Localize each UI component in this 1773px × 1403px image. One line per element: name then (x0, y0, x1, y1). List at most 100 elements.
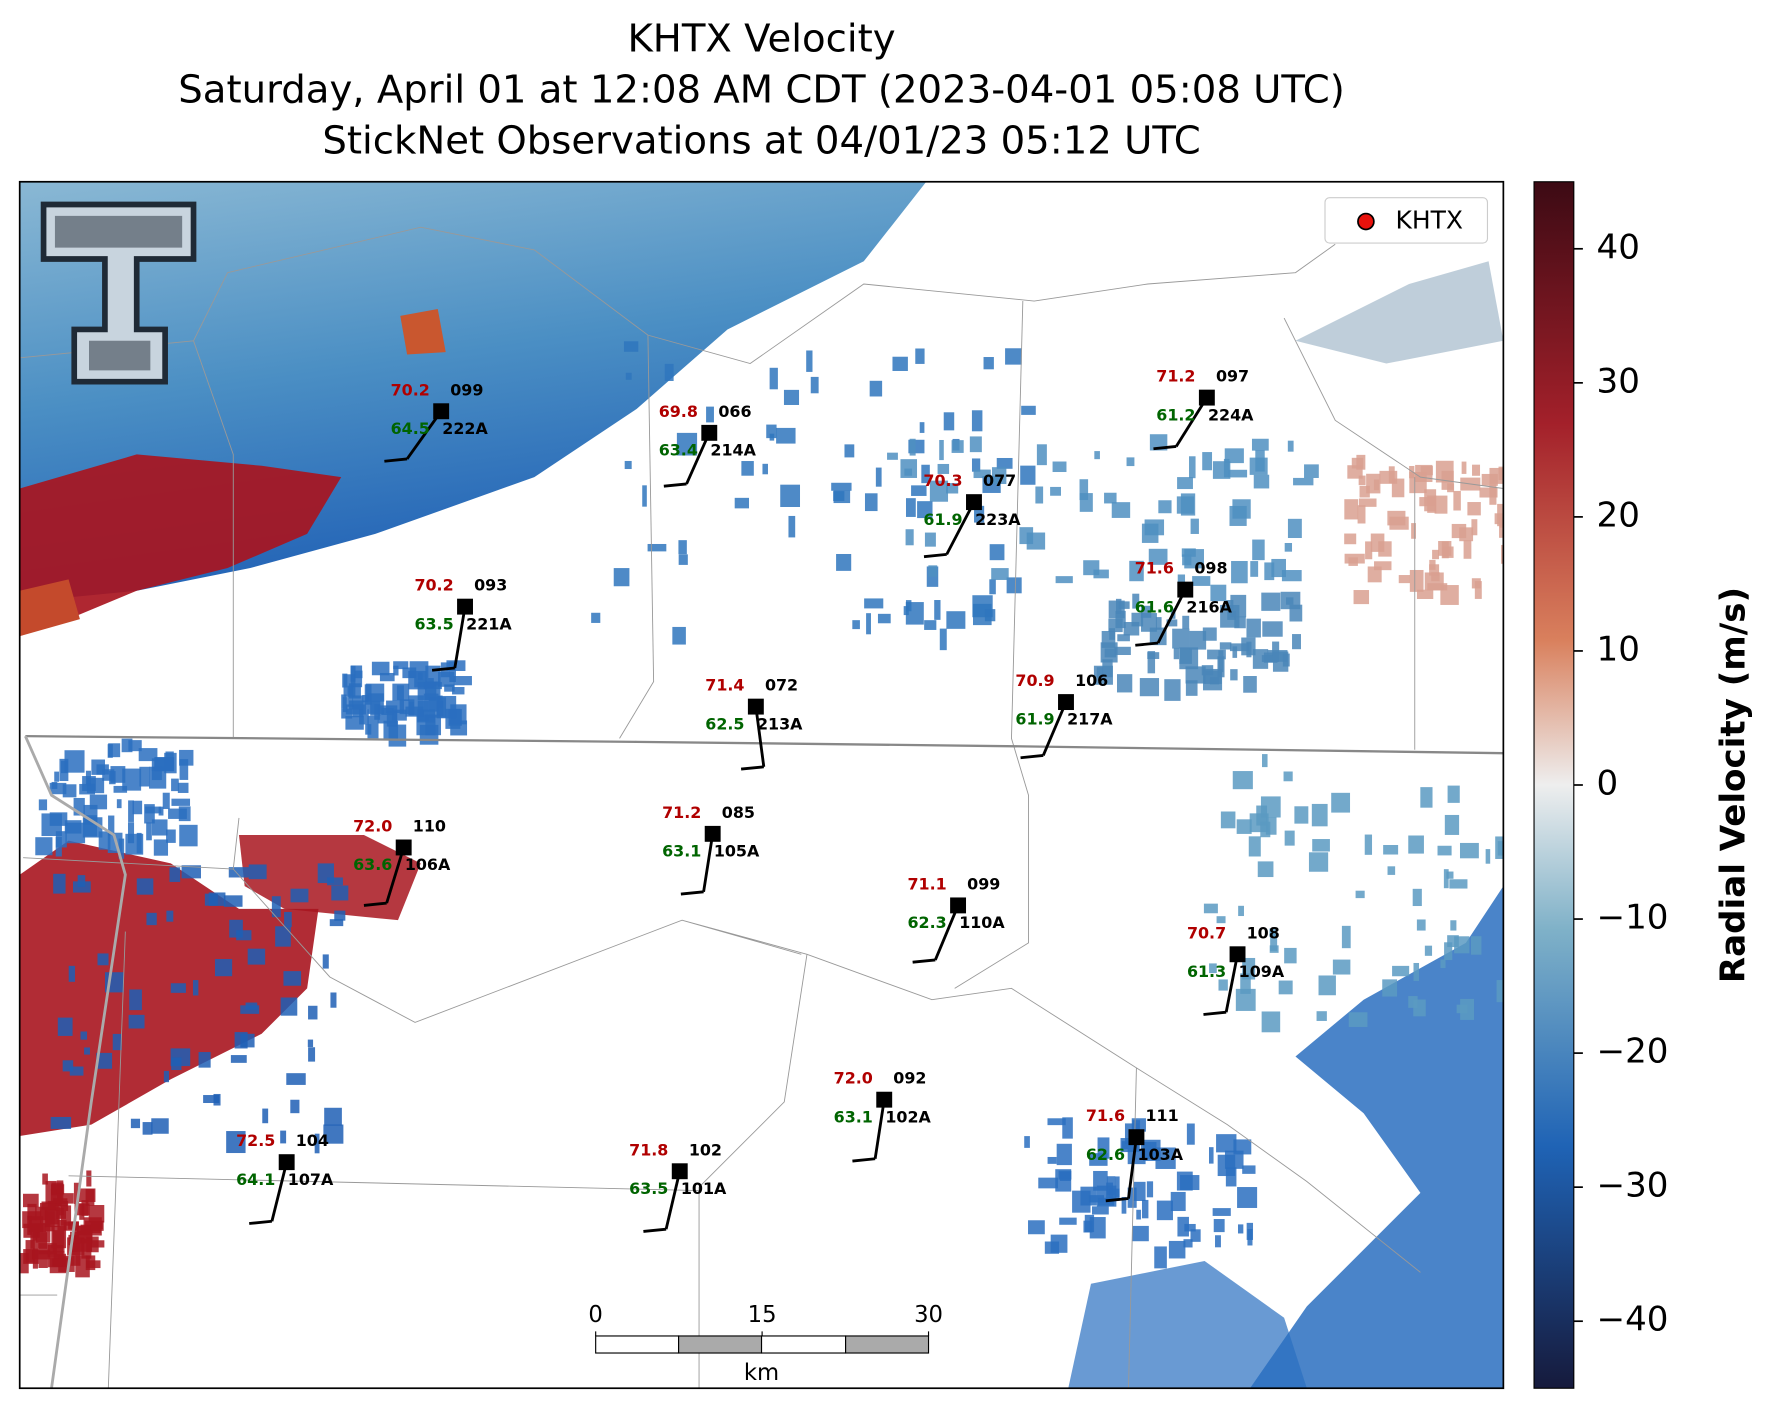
radar-echo (1453, 490, 1461, 511)
radar-echo (924, 532, 936, 547)
radar-echo (1264, 562, 1275, 581)
radar-echo (113, 785, 128, 793)
dewpoint: 63.4 (659, 441, 698, 460)
station-id: 221A (466, 614, 512, 633)
title-line: Saturday, April 01 at 12:08 AM CDT (2023… (178, 68, 1344, 113)
station-marker (1198, 389, 1215, 406)
radar-echo (275, 926, 291, 947)
radar-echo (1059, 1217, 1077, 1225)
radar-echo (1109, 1188, 1120, 1201)
radar-echo (1382, 979, 1398, 997)
radar-echo (132, 800, 143, 815)
radar-echo (1424, 945, 1433, 956)
radar-echo (1265, 817, 1277, 835)
radar-echo (1444, 814, 1460, 835)
radar-echo (51, 1226, 67, 1249)
wind-direction: 102 (689, 1140, 722, 1159)
radar-echo (1497, 503, 1504, 527)
stations: 70.2 099 64.5 222A 69.8 066 63.4 214A 70.3 077 61.… (236, 367, 1285, 1233)
radar-echo (1261, 1011, 1281, 1033)
radar-echo (64, 820, 82, 834)
temperature: 69.8 (659, 402, 698, 421)
radar-echo (788, 515, 796, 538)
radar-echo (393, 661, 409, 670)
radar-echo (35, 837, 53, 856)
radar-echo (179, 824, 198, 847)
wind-barb (385, 847, 406, 904)
radar-echo (1186, 1123, 1195, 1145)
radar-echo (924, 620, 937, 630)
dewpoint: 62.6 (1086, 1145, 1125, 1164)
radar-echo (97, 953, 109, 966)
radar-echo (1429, 564, 1440, 576)
radar-echo (1185, 666, 1206, 684)
radar-echo (1251, 438, 1269, 451)
radar-speckle (20, 341, 1504, 1278)
wind-barb (1127, 1136, 1138, 1199)
radar-echo (1068, 1260, 1307, 1389)
radar-echo (122, 768, 142, 791)
radar-echo (1224, 448, 1244, 464)
radar-echo (74, 1203, 90, 1216)
radar-echo (1270, 932, 1278, 951)
dewpoint: 61.6 (1135, 597, 1174, 616)
radar-echo (329, 919, 344, 927)
radar-echo (1192, 576, 1211, 586)
radar-echo (25, 1240, 35, 1263)
radar-echo (1243, 676, 1257, 693)
radar-echo (1240, 973, 1251, 994)
radar-echo (1164, 679, 1181, 701)
radar-echo (62, 784, 77, 798)
radar-echo (1173, 647, 1180, 660)
radar-echo (52, 1258, 63, 1267)
station-marker (701, 424, 718, 441)
colorbar-tick-label: 40 (1597, 227, 1640, 267)
station-id: 216A (1186, 597, 1232, 616)
radar-echo (1416, 919, 1426, 931)
radar-echo (776, 427, 796, 444)
radar-echo (1287, 518, 1302, 539)
station-id: 102A (885, 1107, 931, 1126)
radar-echo (1132, 1120, 1141, 1139)
radar-echo (1176, 1171, 1193, 1191)
radar-echo (939, 439, 944, 461)
radar-echo (1420, 466, 1433, 476)
dewpoint: 61.9 (1015, 710, 1054, 729)
radar-echo (1088, 1195, 1105, 1203)
scale-bar: 0 15 30 km (588, 1302, 943, 1386)
radar-echo (1141, 523, 1159, 543)
dewpoint: 62.5 (705, 714, 744, 733)
radar-echo (672, 626, 686, 645)
station-marker (966, 494, 982, 511)
radar-echo (359, 709, 369, 725)
dewpoint: 62.3 (907, 913, 946, 932)
radar-echo (1435, 460, 1454, 483)
radar-echo (1420, 787, 1433, 808)
station-id: 222A (442, 419, 488, 438)
radar-echo (678, 554, 688, 565)
dewpoint: 63.5 (629, 1179, 668, 1198)
radar-echo (38, 1243, 57, 1255)
radar-echo (991, 467, 1007, 484)
wind-barb (664, 1170, 682, 1230)
station-marker (1177, 581, 1194, 598)
radar-echo (1446, 871, 1454, 879)
radar-echo (973, 469, 991, 479)
station-id: 224A (1208, 405, 1254, 424)
radar-echo (1127, 1187, 1137, 1208)
radar-echo (769, 433, 775, 441)
radar-echo (806, 350, 813, 372)
radar-echo (85, 1255, 96, 1271)
radar-echo (1155, 617, 1162, 630)
wind-barb (1020, 754, 1044, 760)
radar-echo (1224, 1150, 1244, 1169)
radar-echo (1449, 879, 1468, 889)
radar-echo (60, 1205, 72, 1226)
radar-echo (79, 783, 96, 795)
dewpoint: 63.1 (662, 842, 701, 861)
radar-echo (1242, 1165, 1256, 1174)
radar-echo (77, 875, 86, 887)
wind-barb (1203, 1010, 1227, 1016)
radar-echo (591, 612, 601, 623)
